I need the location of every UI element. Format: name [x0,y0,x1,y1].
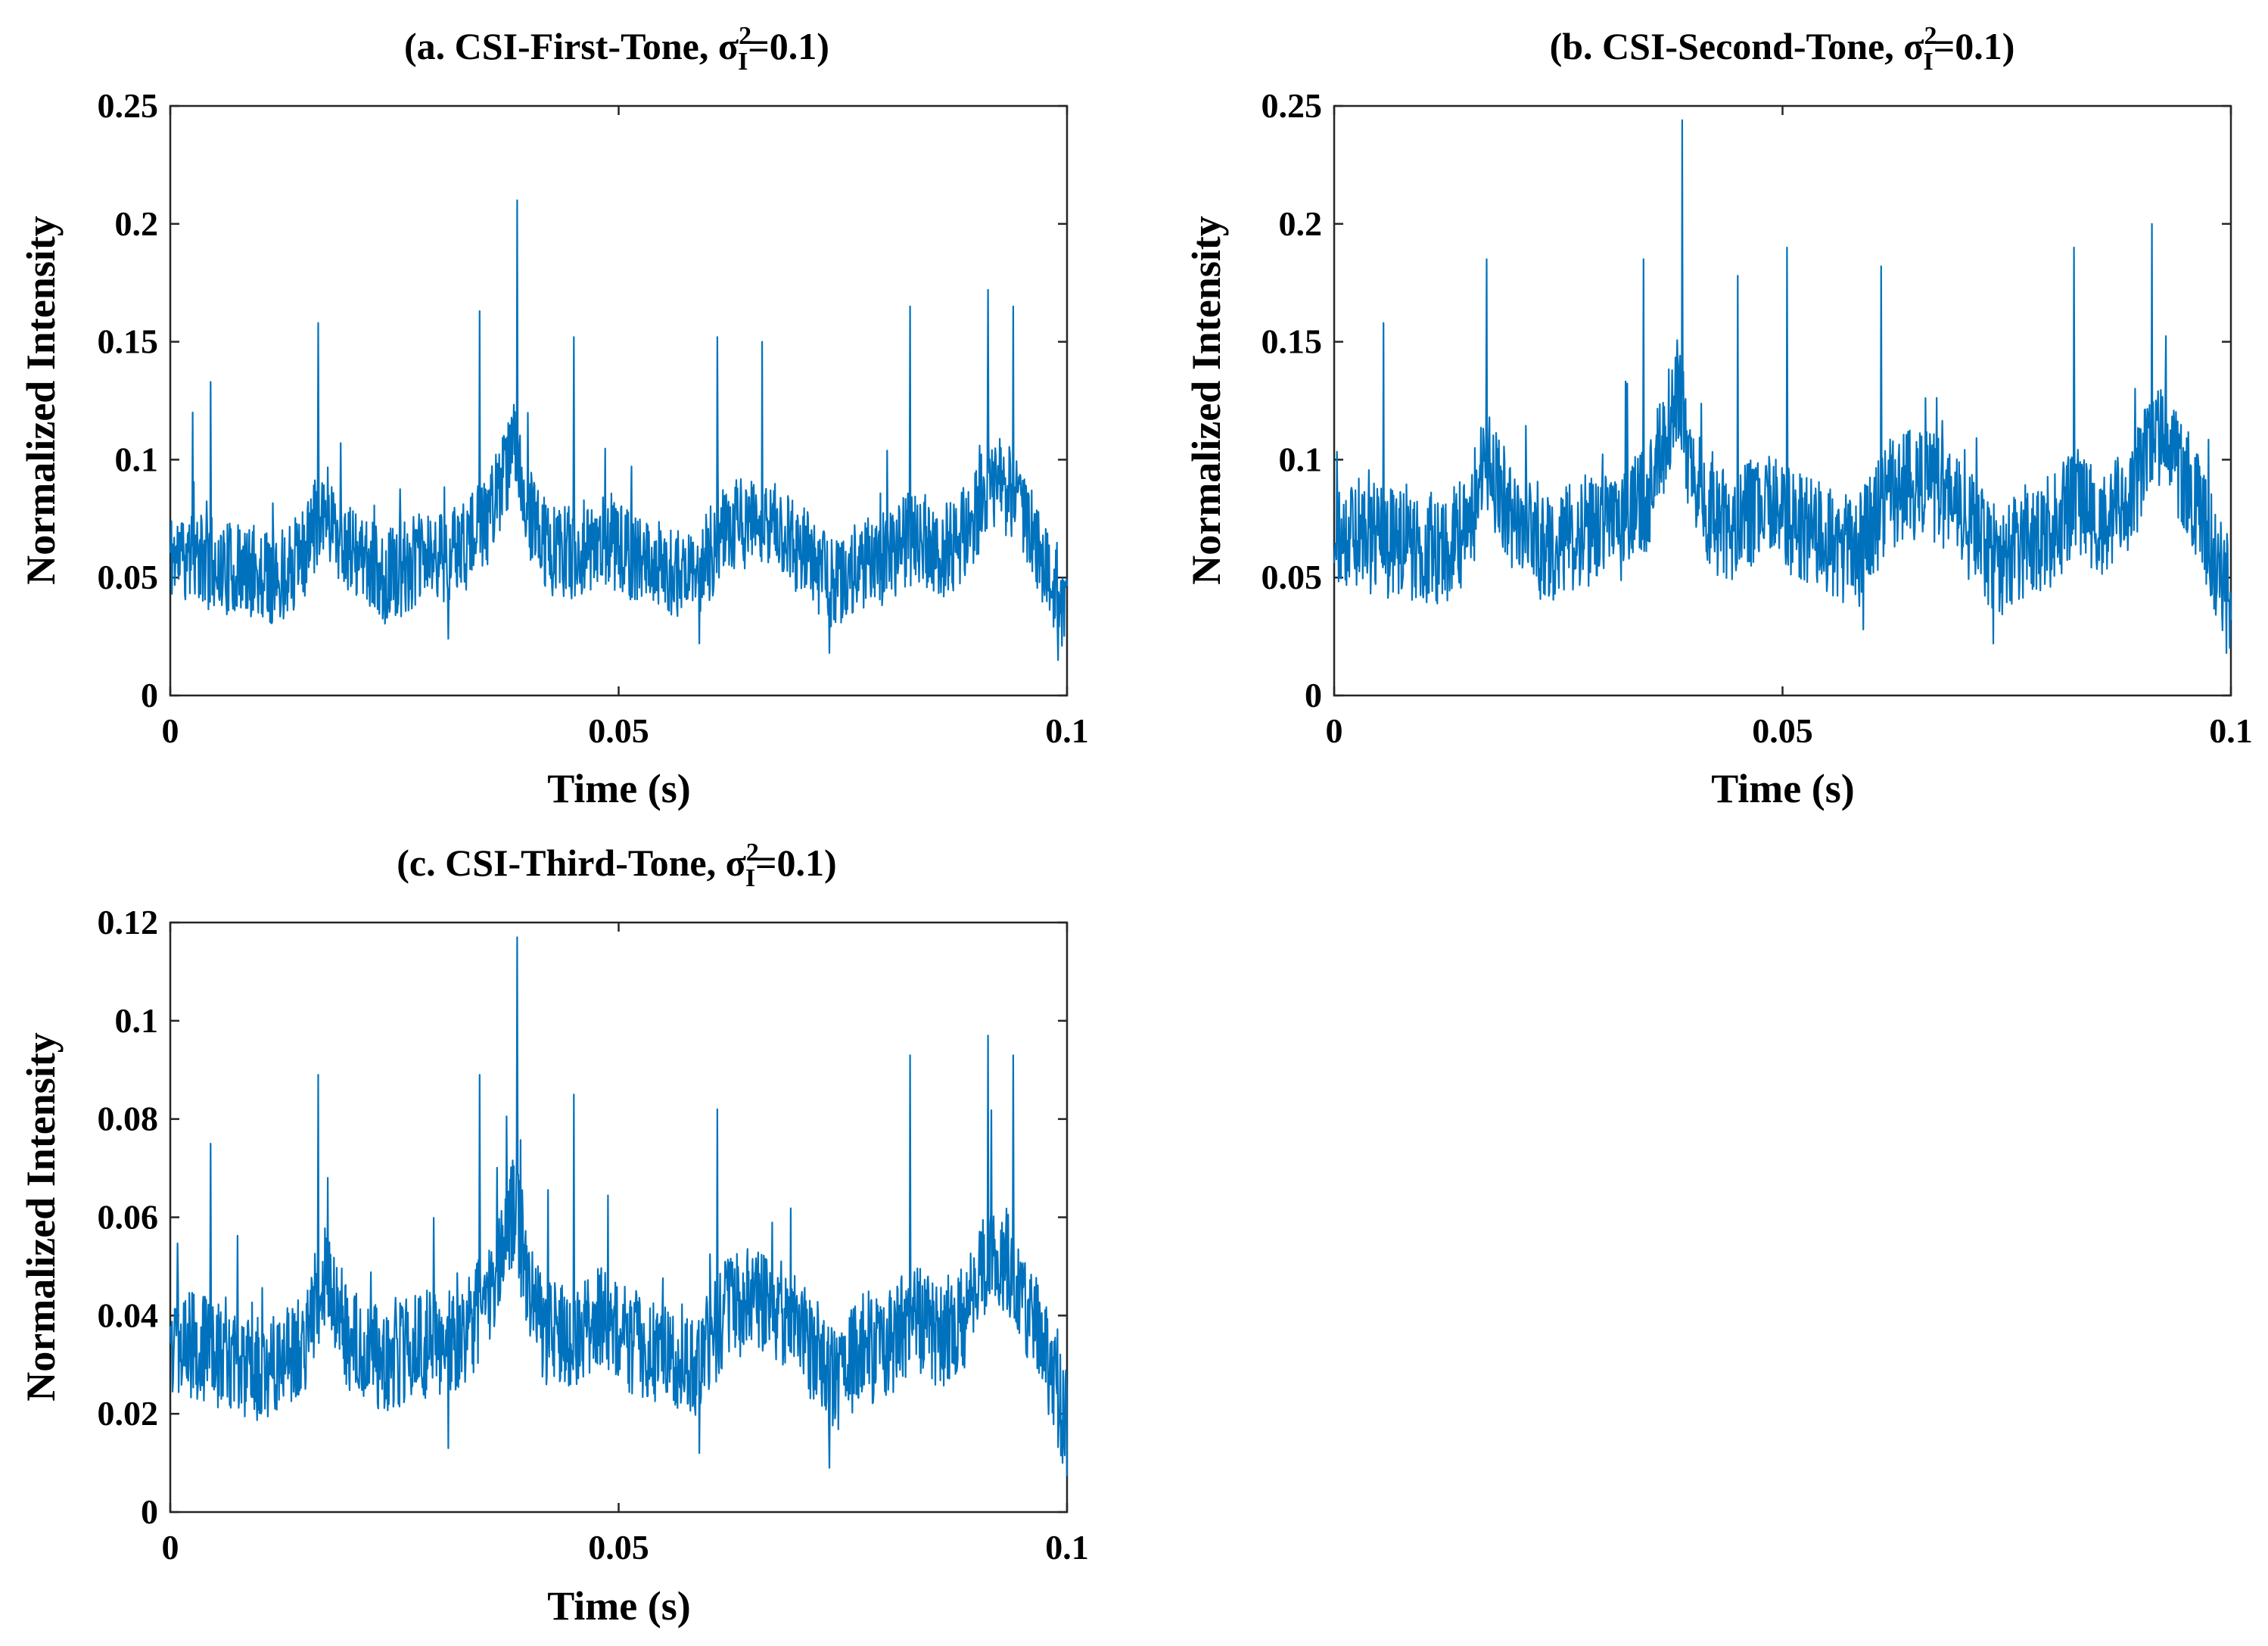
panel-b-ytick-label: 0.05 [1262,558,1323,596]
panel-c-ytick-label: 0.08 [98,1100,159,1138]
panel-c-series-line [169,936,1069,1476]
panel-b-x-label: Time (s) [1711,766,1854,811]
panel-c-plot-frame [169,921,1069,1514]
panel-c-y-label: Normalized Intensity [18,1032,64,1401]
panel-a-y-axis: 0 0.05 0.1 0.15 0.2 0.25 [98,86,1067,714]
panel-c-title: (c. CSI-Third-Tone, σ2 I=0.1) [397,839,836,892]
panel-b-xtick-label: 0.1 [2209,711,2253,750]
panel-b-ytick-label: 0.1 [1279,440,1323,478]
panel-b-series-line [1333,119,2232,654]
panel-c-ytick-label: 0.02 [98,1394,159,1433]
panel-a: (a. CSI-First-Tone, σ2 I=0.1) 0 0.05 0.1 0.1… [18,22,1089,811]
panel-c-y-axis: 0 0.02 0.04 0.06 0.08 0.1 0.12 [98,903,1067,1531]
panel-b-ytick-label: 0.2 [1279,204,1323,243]
panel-c-ytick-label: 0.1 [115,1001,159,1040]
panel-a-ytick-label: 0.2 [115,204,159,243]
panel-c-xtick-label: 0 [162,1528,179,1567]
panel-b-ytick-label: 0.25 [1262,86,1323,125]
panel-b: (b. CSI-Second-Tone, σ2 I=0.1) 0 0.05 0.1 0.… [1184,22,2253,811]
panel-a-xtick-label: 0.1 [1045,711,1089,750]
panel-a-x-label: Time (s) [547,766,690,811]
panel-b-x-axis: 0 0.05 0.1 [1326,106,2253,750]
panel-c-ytick-label: 0 [141,1492,158,1531]
panel-b-ytick-label: 0.15 [1262,322,1323,361]
panel-a-title: (a. CSI-First-Tone, σ2 I=0.1) [404,22,829,76]
panel-a-xtick-label: 0 [162,711,179,750]
panel-a-plot-frame [169,104,1069,697]
panel-b-ytick-label: 0 [1305,676,1322,714]
panel-b-xtick-label: 0.05 [1752,711,1813,750]
panel-a-ytick-label: 0.05 [98,558,159,596]
panel-b-y-label: Normalized Intensity [1184,216,1229,584]
panel-a-y-label: Normalized Intensity [18,216,64,584]
panel-c-xtick-label: 0.1 [1045,1528,1089,1567]
panel-a-ytick-label: 0.15 [98,322,159,361]
panel-a-ytick-label: 0 [141,676,158,714]
panel-b-plot-frame [1333,104,2232,697]
panel-a-ytick-label: 0.1 [115,440,159,478]
panel-c: (c. CSI-Third-Tone, σ2 I=0.1) 0 0.02 0.04 0.… [18,839,1089,1629]
panel-b-y-axis: 0 0.05 0.1 0.15 0.2 0.25 [1262,86,2231,714]
panel-a-ytick-label: 0.25 [98,86,159,125]
panel-b-title: (b. CSI-Second-Tone, σ2 I=0.1) [1550,22,2015,76]
panel-c-xtick-label: 0.05 [588,1528,649,1567]
panel-c-ytick-label: 0.04 [98,1296,159,1334]
panel-c-x-label: Time (s) [547,1583,690,1629]
panel-c-ytick-label: 0.12 [98,903,159,941]
panel-c-x-axis: 0 0.05 0.1 [162,923,1089,1567]
panel-c-ytick-label: 0.06 [98,1198,159,1237]
panel-a-xtick-label: 0.05 [588,711,649,750]
panel-b-xtick-label: 0 [1326,711,1343,750]
panel-a-series-line [169,199,1069,661]
panel-a-x-axis: 0 0.05 0.1 [162,106,1089,750]
